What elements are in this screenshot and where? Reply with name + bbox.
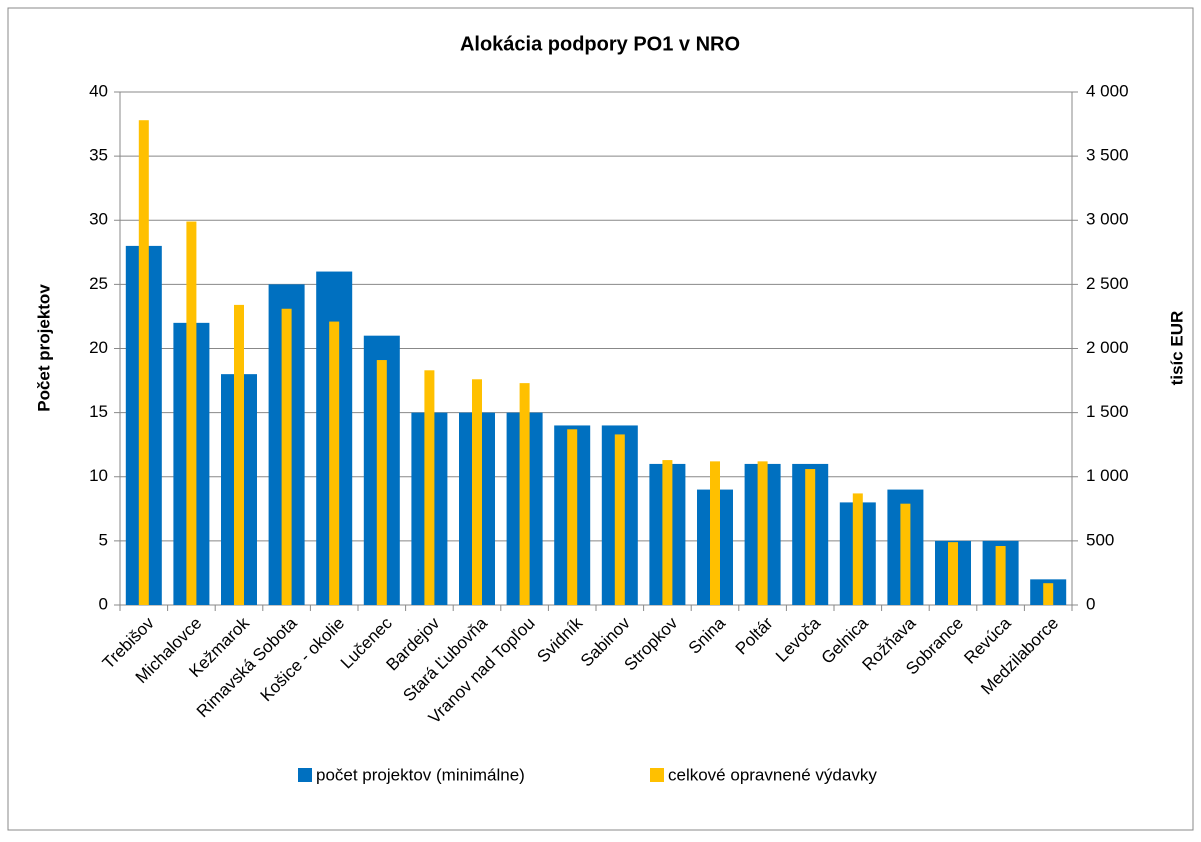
bar xyxy=(614,434,625,605)
bar xyxy=(662,460,673,605)
y2-tick-label: 2 000 xyxy=(1086,338,1129,357)
y2-tick-label: 4 000 xyxy=(1086,81,1129,100)
y-tick-label: 25 xyxy=(89,274,108,293)
bar xyxy=(234,304,244,605)
legend-swatch xyxy=(298,768,312,782)
y2-tick-label: 2 500 xyxy=(1086,274,1129,293)
legend-label: počet projektov (minimálne) xyxy=(316,765,525,784)
bar xyxy=(757,461,768,605)
bar xyxy=(138,120,149,605)
y-tick-label: 10 xyxy=(89,466,108,485)
bar xyxy=(424,370,435,605)
y-axis-label: Počet projektov xyxy=(34,284,53,412)
y2-tick-label: 1 000 xyxy=(1086,466,1129,485)
y2-tick-label: 3 500 xyxy=(1086,146,1129,165)
bar xyxy=(1043,583,1054,605)
bar xyxy=(995,546,1006,605)
y-tick-label: 15 xyxy=(89,402,108,421)
bar xyxy=(376,360,387,605)
legend-label: celkové opravnené výdavky xyxy=(668,765,877,784)
bar xyxy=(567,429,578,605)
y2-tick-label: 3 000 xyxy=(1086,210,1129,229)
y-tick-label: 0 xyxy=(99,594,108,613)
bar xyxy=(519,383,530,605)
y2-axis-label: tisíc EUR xyxy=(1167,311,1186,386)
chart-title: Alokácia podpory PO1 v NRO xyxy=(460,33,740,55)
bar xyxy=(281,308,292,605)
y-tick-label: 35 xyxy=(89,146,108,165)
y-tick-label: 40 xyxy=(89,81,108,100)
y-tick-label: 5 xyxy=(99,530,108,549)
bar xyxy=(710,461,720,605)
y-tick-label: 30 xyxy=(89,210,108,229)
bar xyxy=(805,469,816,605)
y2-tick-label: 500 xyxy=(1086,530,1114,549)
bar xyxy=(186,221,197,605)
legend-swatch xyxy=(650,768,664,782)
y2-tick-label: 0 xyxy=(1086,594,1095,613)
y2-tick-label: 1 500 xyxy=(1086,402,1129,421)
bar xyxy=(472,379,482,605)
bar xyxy=(900,503,911,605)
bar xyxy=(329,321,340,605)
bar xyxy=(852,493,863,605)
y-tick-label: 20 xyxy=(89,338,108,357)
bar xyxy=(948,542,958,605)
